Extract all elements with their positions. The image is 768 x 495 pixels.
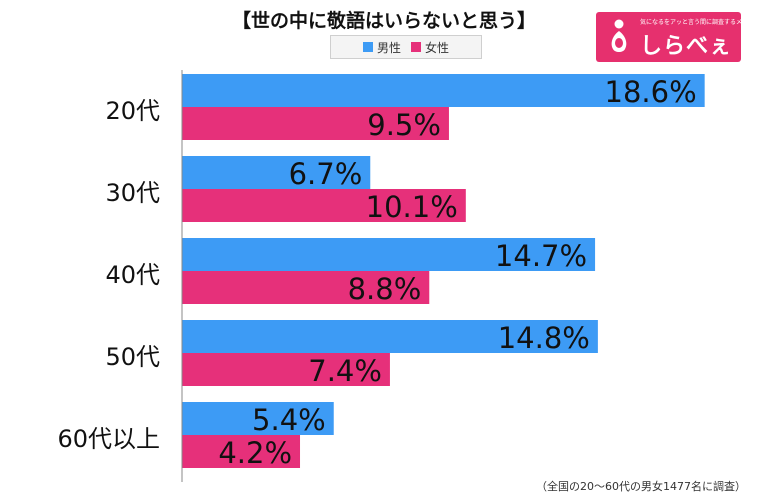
bar-male bbox=[182, 156, 371, 189]
bar-male bbox=[182, 402, 334, 435]
bar-female bbox=[182, 353, 390, 386]
category-label: 50代 bbox=[105, 343, 160, 371]
chart-title: 【世の中に敬語はいらないと思う】 bbox=[231, 10, 536, 32]
legend-item-male: 男性 bbox=[362, 39, 401, 56]
footnote: （全国の20〜60代の男女1477名に調査） bbox=[536, 480, 746, 493]
logo-name: しらべぇ bbox=[640, 34, 733, 59]
bar-female bbox=[182, 435, 301, 468]
shirabee-logo: 気になるをアッと言う間に調査するメディア しらべぇ bbox=[596, 12, 741, 62]
bar-male bbox=[182, 238, 596, 271]
data-label: 10.1% bbox=[366, 190, 458, 224]
bar-female bbox=[182, 271, 430, 304]
data-label: 14.7% bbox=[495, 239, 587, 273]
logo-mark-icon bbox=[611, 19, 627, 52]
bar-female bbox=[182, 189, 466, 222]
data-label: 4.2% bbox=[218, 436, 292, 470]
category-label: 20代 bbox=[105, 97, 160, 125]
legend-item-female: 女性 bbox=[411, 39, 449, 56]
data-label: 18.6% bbox=[605, 75, 697, 109]
data-label: 9.5% bbox=[367, 108, 441, 142]
data-label: 5.4% bbox=[252, 403, 326, 437]
bar-female bbox=[182, 107, 449, 140]
bar-male bbox=[182, 320, 598, 353]
data-label: 6.7% bbox=[289, 157, 363, 191]
legend-label-female: 女性 bbox=[425, 40, 450, 55]
logo-tagline: 気になるをアッと言う間に調査するメディア bbox=[640, 19, 741, 26]
legend-swatch-male bbox=[362, 42, 373, 52]
category-label: 40代 bbox=[105, 261, 160, 289]
data-label: 7.4% bbox=[308, 354, 382, 388]
chart-legend: 男性 女性 bbox=[330, 35, 482, 59]
category-label: 30代 bbox=[105, 179, 160, 207]
data-label: 14.8% bbox=[498, 321, 590, 355]
category-label: 60代以上 bbox=[57, 425, 160, 453]
legend-swatch-female bbox=[411, 42, 421, 52]
bar-male bbox=[182, 74, 705, 107]
data-label: 8.8% bbox=[348, 272, 422, 306]
legend-label-male: 男性 bbox=[376, 40, 401, 55]
